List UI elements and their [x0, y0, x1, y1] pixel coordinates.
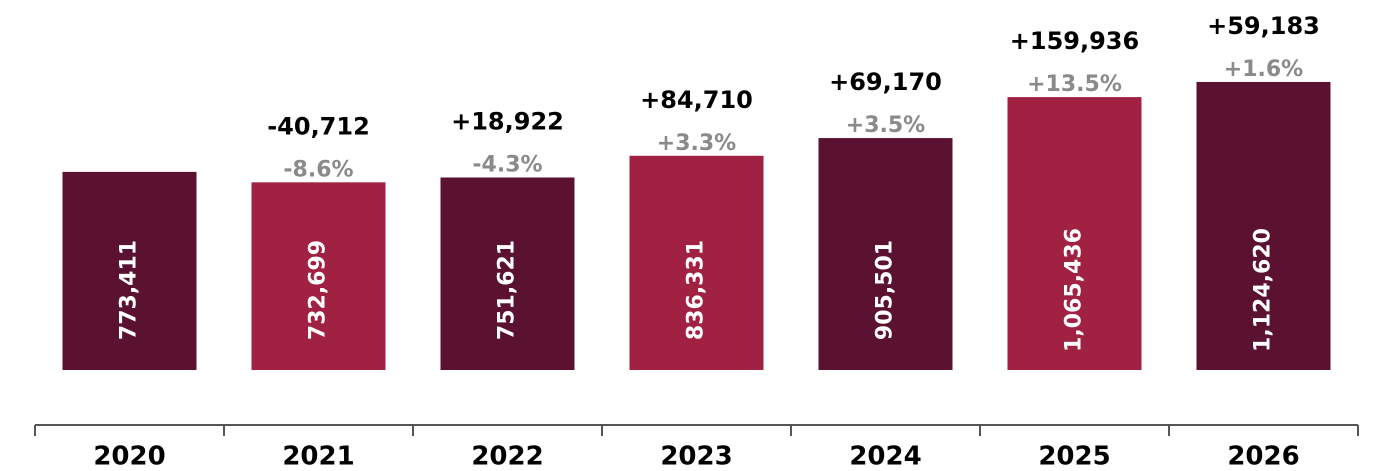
- x-tick-label: 2024: [849, 442, 921, 471]
- bar-value-label: 1,124,620: [1251, 228, 1276, 352]
- pct-change-label: +1.6%: [1224, 57, 1303, 82]
- change-label: +18,922: [451, 107, 564, 135]
- x-tick-label: 2026: [1227, 442, 1299, 471]
- change-label: +159,936: [1010, 27, 1139, 55]
- pct-change-label: +13.5%: [1027, 72, 1122, 97]
- pct-change-label: +3.3%: [657, 131, 736, 156]
- bar: [818, 138, 953, 370]
- bar-value-label: 1,065,436: [1062, 228, 1087, 352]
- change-label: -40,712: [267, 112, 370, 140]
- x-tick-label: 2021: [282, 442, 354, 471]
- change-label: +84,710: [640, 86, 753, 114]
- change-label: +69,170: [829, 68, 942, 96]
- bar-value-label: 905,501: [873, 240, 898, 340]
- bar: [440, 177, 575, 370]
- bar: [1007, 97, 1142, 370]
- x-tick-label: 2022: [471, 442, 543, 471]
- bar: [251, 182, 386, 370]
- bar: [62, 171, 197, 370]
- bar: [1196, 81, 1331, 370]
- bar-value-label: 773,411: [117, 240, 142, 340]
- change-label: +59,183: [1207, 12, 1320, 40]
- pct-change-label: -4.3%: [472, 152, 542, 177]
- x-tick-label: 2025: [1038, 442, 1110, 471]
- pct-change-label: +3.5%: [846, 113, 925, 138]
- bar: [629, 155, 764, 370]
- x-tick-label: 2020: [93, 442, 165, 471]
- bar-value-label: 751,621: [495, 240, 520, 340]
- bar-value-label: 732,699: [306, 240, 331, 340]
- pct-change-label: -8.6%: [283, 157, 353, 182]
- bar-value-label: 836,331: [684, 240, 709, 340]
- x-tick-label: 2023: [660, 442, 732, 471]
